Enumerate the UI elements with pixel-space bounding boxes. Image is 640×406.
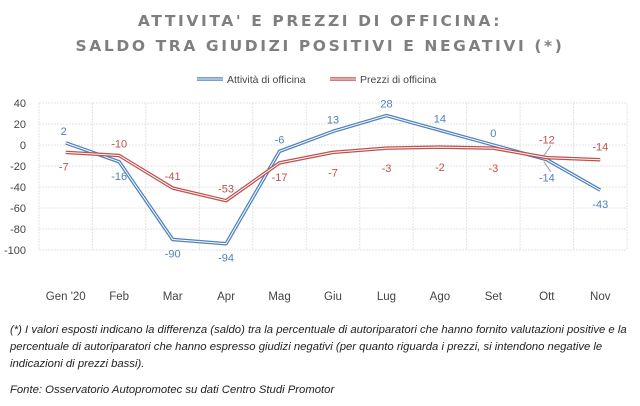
- x-tick-label: Lug: [377, 291, 396, 303]
- y-tick-label: -40: [10, 182, 26, 194]
- x-tick-label: Feb: [109, 291, 129, 303]
- data-label-prezzi: -10: [111, 139, 127, 151]
- data-label-attivita: -14: [539, 173, 555, 185]
- data-label-attivita: -43: [592, 199, 608, 211]
- data-label-prezzi: -14: [592, 142, 608, 154]
- y-tick-label: -80: [10, 224, 26, 236]
- data-label-attivita: 28: [380, 99, 392, 111]
- x-tick-label: Mag: [268, 291, 290, 303]
- legend-label: Prezzi di officina: [360, 74, 436, 86]
- series-line-inner-1: [65, 146, 601, 202]
- y-tick-label: -20: [10, 161, 26, 173]
- data-label-attivita: -16: [111, 171, 127, 183]
- x-tick-label: Gen '20: [46, 291, 86, 303]
- data-label-prezzi: -53: [218, 184, 234, 196]
- y-tick-label: 40: [14, 98, 26, 110]
- data-label-attivita: 13: [327, 114, 339, 126]
- data-label-attivita: 14: [434, 113, 446, 125]
- data-label-prezzi: -7: [59, 161, 69, 173]
- y-tick-label: 0: [20, 140, 26, 152]
- data-label-prezzi: -41: [165, 171, 181, 183]
- leader-line: [543, 145, 552, 156]
- x-tick-label: Ott: [539, 291, 555, 303]
- legend-label: Attività di officina: [227, 74, 306, 86]
- data-label-attivita: -6: [275, 134, 285, 146]
- data-label-prezzi: -12: [539, 135, 555, 147]
- data-label-attivita: -90: [165, 249, 181, 261]
- data-label-prezzi: -17: [272, 172, 288, 184]
- x-tick-label: Apr: [217, 291, 235, 303]
- source-note: Fonte: Osservatorio Autopromotec su dati…: [10, 384, 335, 396]
- data-label-attivita: -94: [218, 253, 234, 265]
- x-tick-label: Mar: [163, 291, 183, 303]
- y-tick-label: -60: [10, 203, 26, 215]
- data-label-attivita: 0: [490, 128, 496, 140]
- x-tick-label: Ago: [430, 291, 450, 303]
- data-label-prezzi: -3: [488, 163, 498, 175]
- chart-title-line1: ATTIVITA' E PREZZI DI OFFICINA:: [137, 12, 503, 30]
- y-tick-label: -100: [4, 245, 26, 257]
- y-tick-label: 20: [14, 119, 26, 131]
- leader-line: [543, 161, 552, 172]
- data-label-attivita: 2: [61, 126, 67, 138]
- data-label-prezzi: -2: [435, 162, 445, 174]
- footnote: (*) I valori esposti indicano la differe…: [10, 324, 627, 370]
- x-tick-label: Set: [485, 291, 503, 303]
- data-label-prezzi: -7: [328, 167, 338, 179]
- x-tick-label: Nov: [590, 291, 611, 303]
- x-tick-label: Giu: [324, 291, 342, 303]
- data-label-prezzi: -3: [382, 163, 392, 175]
- chart-title-line2: SALDO TRA GIUDIZI POSITIVI E NEGATIVI (*…: [75, 37, 565, 55]
